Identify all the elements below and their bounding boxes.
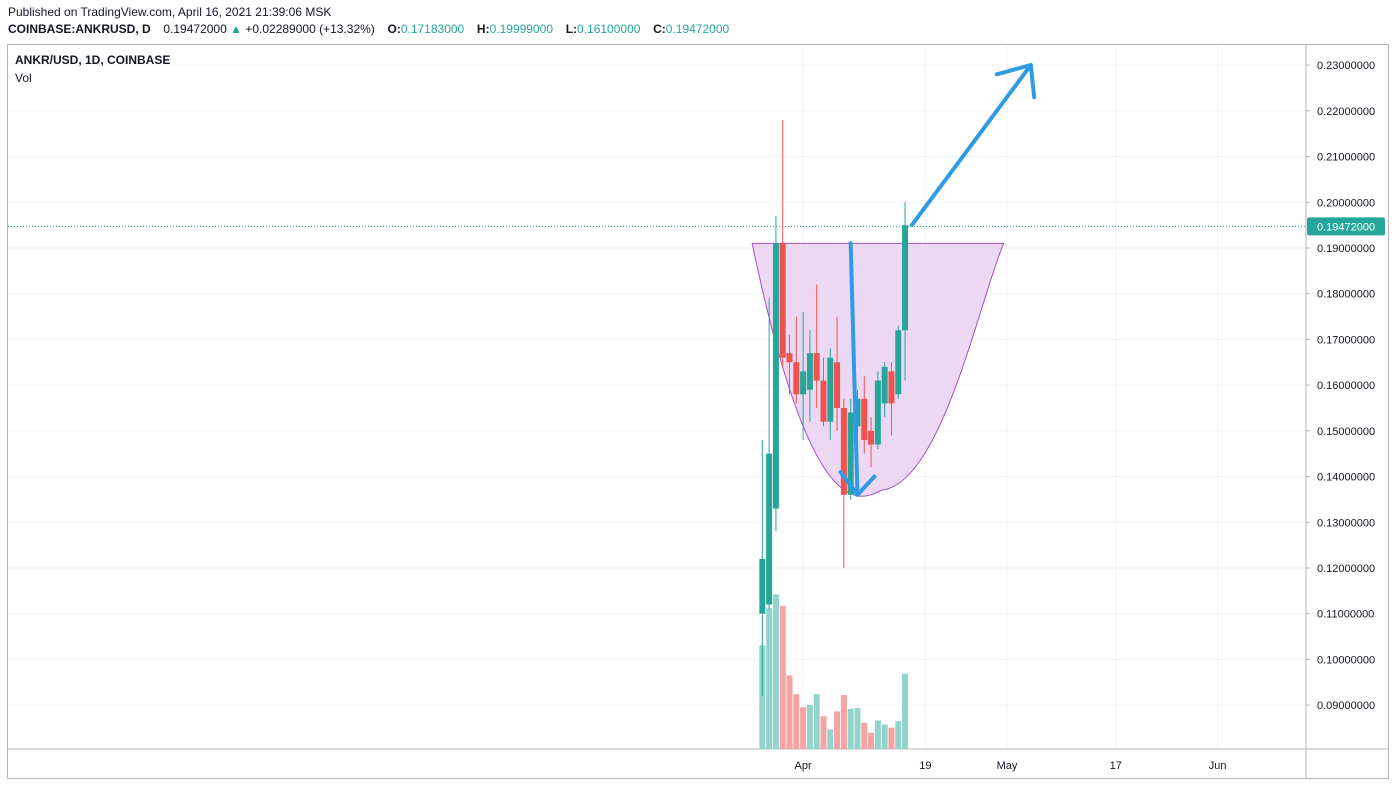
y-tick-label: 0.17000000: [1317, 334, 1375, 346]
volume-bar: [800, 707, 807, 749]
candle-body: [779, 243, 786, 358]
chart-frame[interactable]: [7, 44, 1389, 779]
volume-bar: [834, 711, 841, 749]
volume-bar: [786, 675, 793, 749]
volume-bar: [766, 608, 773, 749]
y-tick-label: 0.20000000: [1317, 197, 1375, 209]
candle-body: [800, 371, 807, 395]
x-tick-label: 17: [1110, 760, 1122, 772]
candle-body: [881, 366, 888, 404]
y-tick-label: 0.13000000: [1317, 517, 1375, 529]
candle-body: [834, 362, 841, 408]
volume-bar: [895, 721, 902, 749]
y-tick-label: 0.19000000: [1317, 243, 1375, 255]
published-note: Published on TradingView.com, April 16, …: [8, 5, 332, 19]
candle-body: [793, 362, 800, 395]
volume-bar: [854, 708, 861, 749]
candle-body: [820, 380, 827, 422]
y-tick-label: 0.12000000: [1317, 563, 1375, 575]
volume-bar: [840, 695, 847, 749]
y-tick-label: 0.16000000: [1317, 380, 1375, 392]
y-tick-label: 0.15000000: [1317, 426, 1375, 438]
y-tick-label: 0.23000000: [1317, 60, 1375, 72]
last-price-badge: [1307, 217, 1385, 236]
candle-body: [874, 380, 881, 445]
y-tick-label: 0.18000000: [1317, 289, 1375, 301]
open-label: O:: [387, 22, 401, 36]
price-change: +0.02289000 (+13.32%): [245, 22, 375, 36]
low-label: L:: [565, 22, 578, 36]
candle-body: [813, 353, 820, 381]
volume-bar: [868, 732, 875, 749]
down-arrow-shaft: [848, 241, 860, 497]
candle-body: [806, 353, 813, 390]
candle-body: [854, 398, 861, 427]
y-tick-label: 0.14000000: [1317, 472, 1375, 484]
up-arrow-shaft: [909, 63, 1033, 228]
volume-legend: Vol: [15, 71, 32, 85]
x-tick-label: May: [997, 760, 1018, 772]
volume-bar: [874, 720, 881, 749]
volume-bar: [827, 729, 834, 749]
candle-body: [840, 407, 847, 495]
volume-bar: [793, 694, 800, 749]
change-up-icon: ▲: [230, 22, 242, 36]
volume-bar: [847, 708, 854, 749]
candle-body: [786, 353, 793, 363]
candle-body: [868, 430, 875, 445]
symbol-ohlc-bar: COINBASE:ANKRUSD, D 0.19472000 ▲ +0.0228…: [8, 22, 729, 36]
high-value: 0.19999000: [489, 22, 553, 36]
up-arrow-head-left: [994, 63, 1033, 77]
chart-legend-title: ANKR/USD, 1D, COINBASE: [15, 53, 171, 67]
symbol-label: COINBASE:ANKRUSD, D: [8, 22, 151, 36]
y-tick-label: 0.21000000: [1317, 152, 1375, 164]
candle-body: [772, 243, 779, 509]
volume-bar: [806, 704, 813, 749]
low-value: 0.16100000: [577, 22, 641, 36]
high-label: H:: [476, 22, 490, 36]
y-tick-label: 0.22000000: [1317, 106, 1375, 118]
candle-body: [847, 412, 854, 495]
open-value: 0.17183000: [400, 22, 465, 36]
volume-bar: [772, 594, 779, 749]
down-arrow-head-left: [838, 469, 860, 497]
volume-bar: [881, 724, 888, 749]
candle-body: [766, 453, 773, 605]
volume-bar: [759, 645, 766, 749]
candle-body: [861, 398, 868, 440]
candle-body: [827, 357, 834, 422]
x-tick-label: Apr: [795, 760, 812, 772]
y-tick-label: 0.11000000: [1317, 609, 1374, 621]
volume-bar: [820, 716, 827, 749]
volume-bar: [888, 727, 895, 749]
volume-bar: [861, 722, 868, 749]
x-tick-label: 19: [919, 760, 931, 772]
y-tick-label: 0.09000000: [1317, 700, 1375, 712]
volume-bar: [779, 605, 786, 749]
y-tick-label: 0.10000000: [1317, 654, 1375, 666]
last-price: 0.19472000: [163, 22, 227, 36]
up-arrow-head-right: [1028, 63, 1037, 100]
candle-body: [902, 225, 909, 331]
close-value: 0.19472000: [665, 22, 730, 36]
last-price-badge-text: 0.19472000: [1317, 221, 1375, 233]
down-arrow-head-right: [855, 474, 877, 497]
volume-bar: [902, 673, 909, 749]
candle-body: [888, 371, 895, 404]
close-label: C:: [653, 22, 666, 36]
candle-body: [895, 330, 902, 395]
candle-body: [759, 558, 766, 614]
volume-bar: [813, 694, 820, 749]
x-tick-label: Jun: [1209, 760, 1227, 772]
cup-pattern-shape: [751, 242, 1005, 497]
